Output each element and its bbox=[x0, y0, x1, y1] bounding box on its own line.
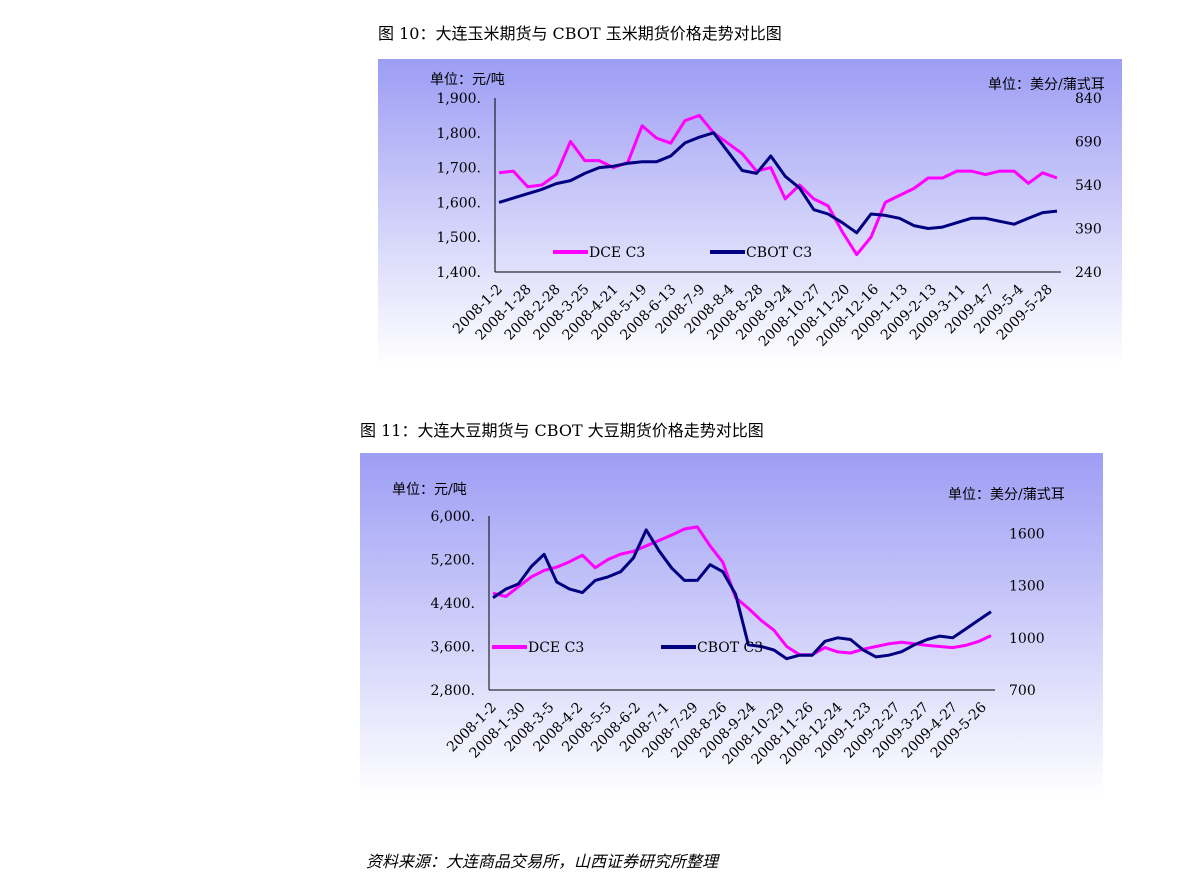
source-note: 资料来源：大连商品交易所，山西证券研究所整理 bbox=[366, 852, 719, 871]
soybean-plot: 2,800. 3,600. 4,400. 5,200. 6,000. 700 1000 130… bbox=[430, 509, 1045, 768]
y-right-tick-label: 840 bbox=[1075, 91, 1102, 107]
chart-background bbox=[360, 453, 1103, 798]
y-left-tick-label: 1,500. bbox=[436, 230, 481, 246]
y-right-tick-label: 1300 bbox=[1009, 579, 1045, 595]
y-left-tick-label: 1,600. bbox=[436, 195, 481, 211]
corn-futures-chart: 单位：元/吨 单位：美分/蒲式耳 1,400. 1,500. 1,600. 1,700… bbox=[378, 59, 1122, 365]
y-right-tick-label: 690 bbox=[1075, 135, 1102, 151]
y-right-tick-label: 390 bbox=[1075, 222, 1102, 238]
y-left-tick-label: 6,000. bbox=[430, 509, 475, 525]
right-axis-unit: 单位：美分/蒲式耳 bbox=[948, 487, 1065, 503]
soybean-futures-chart: 单位：元/吨 单位：美分/蒲式耳 2,800. 3,600. 4,400. 5,200… bbox=[360, 453, 1103, 798]
y-left-tick-label: 2,800. bbox=[430, 683, 475, 699]
series-line-cbot-c3 bbox=[492, 528, 992, 661]
legend-label: CBOT C3 bbox=[697, 640, 763, 656]
series-line-cbot-c3 bbox=[498, 131, 1058, 235]
figure-10-title: 图 10：大连玉米期货与 CBOT 玉米期货价格走势对比图 bbox=[378, 24, 782, 43]
y-left-tick-label: 4,400. bbox=[430, 596, 475, 612]
y-right-tick-label: 1000 bbox=[1009, 631, 1045, 647]
corn-plot: 1,400. 1,500. 1,600. 1,700. 1,800. 1,900. 240 3… bbox=[436, 91, 1102, 350]
series-line-dce-c3 bbox=[498, 113, 1058, 257]
y-right-tick-label: 240 bbox=[1075, 265, 1102, 281]
chart-background bbox=[378, 59, 1122, 365]
y-right-tick-label: 1600 bbox=[1009, 526, 1045, 542]
y-left-tick-label: 1,800. bbox=[436, 126, 481, 142]
right-axis-unit: 单位：美分/蒲式耳 bbox=[988, 77, 1105, 93]
legend-label: DCE C3 bbox=[528, 640, 584, 656]
y-right-tick-label: 700 bbox=[1009, 683, 1036, 699]
y-left-tick-label: 1,700. bbox=[436, 161, 481, 177]
y-left-tick-label: 1,900. bbox=[436, 91, 481, 107]
y-left-tick-label: 1,400. bbox=[436, 265, 481, 281]
left-axis-unit: 单位：元/吨 bbox=[430, 72, 505, 88]
figure-11-title: 图 11：大连大豆期货与 CBOT 大豆期货价格走势对比图 bbox=[360, 421, 764, 440]
left-axis-unit: 单位：元/吨 bbox=[392, 482, 467, 498]
series-line-dce-c3 bbox=[492, 525, 992, 657]
legend-label: CBOT C3 bbox=[746, 245, 812, 261]
y-left-tick-label: 5,200. bbox=[430, 553, 475, 569]
legend-label: DCE C3 bbox=[589, 245, 645, 261]
y-left-tick-label: 3,600. bbox=[430, 640, 475, 656]
y-right-tick-label: 540 bbox=[1075, 178, 1102, 194]
